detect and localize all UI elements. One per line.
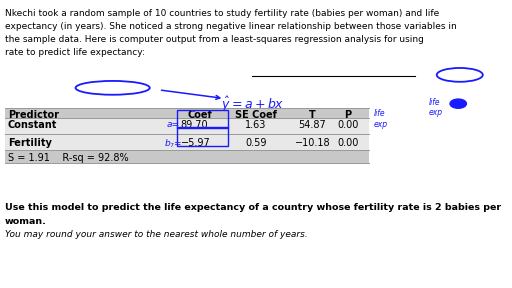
Text: Predictor: Predictor (8, 110, 59, 120)
Point (366, 116, 372, 120)
Text: You may round your answer to the nearest whole number of years.: You may round your answer to the nearest… (5, 230, 308, 239)
Text: a=: a= (166, 120, 179, 129)
Text: SE Coef: SE Coef (235, 110, 277, 120)
Point (2, 116, 8, 120)
Text: Nkechi took a random sample of 10 countries to study fertility rate (babies per : Nkechi took a random sample of 10 countr… (5, 9, 439, 18)
Text: life
exp: life exp (374, 109, 388, 129)
Text: Use this model to predict the life expectancy of a country whose fertility rate : Use this model to predict the life expec… (5, 203, 501, 212)
Text: $\hat{y} = a + b x$: $\hat{y} = a + b x$ (221, 94, 285, 113)
Point (249, 75, 255, 78)
Point (2, 132, 8, 136)
Text: 1.63: 1.63 (245, 120, 267, 130)
Point (412, 75, 418, 78)
FancyArrowPatch shape (161, 90, 220, 99)
Point (2, 106, 8, 110)
Text: T: T (309, 110, 316, 120)
Point (2, 161, 8, 164)
Text: 0.00: 0.00 (337, 138, 359, 148)
Text: life
exp: life exp (429, 98, 443, 117)
Point (366, 106, 372, 110)
FancyBboxPatch shape (5, 134, 369, 150)
FancyBboxPatch shape (5, 108, 369, 118)
FancyBboxPatch shape (5, 150, 369, 163)
Text: woman.: woman. (5, 217, 47, 226)
Text: 54.87: 54.87 (298, 120, 326, 130)
Text: Constant: Constant (8, 120, 57, 130)
Text: rate to predict life expectancy:: rate to predict life expectancy: (5, 48, 145, 56)
Text: the sample data. Here is computer output from a least-squares regression analysi: the sample data. Here is computer output… (5, 35, 424, 43)
Text: 89.70: 89.70 (181, 120, 208, 130)
Text: −5.97: −5.97 (181, 138, 210, 148)
Circle shape (450, 99, 466, 108)
Text: Fertility: Fertility (8, 138, 52, 148)
Point (366, 148, 372, 151)
Text: Coef: Coef (187, 110, 212, 120)
Text: expectancy (in years). She noticed a strong negative linear relationship between: expectancy (in years). She noticed a str… (5, 22, 457, 31)
Text: −10.18: −10.18 (294, 138, 330, 148)
Point (2, 148, 8, 151)
Text: 0.00: 0.00 (337, 120, 359, 130)
Text: P: P (345, 110, 352, 120)
Text: 0.59: 0.59 (245, 138, 267, 148)
Point (366, 161, 372, 164)
FancyBboxPatch shape (5, 118, 369, 134)
Text: $b_7$=: $b_7$= (164, 138, 182, 150)
Text: S = 1.91    R-sq = 92.8%: S = 1.91 R-sq = 92.8% (8, 153, 129, 163)
Point (366, 132, 372, 136)
